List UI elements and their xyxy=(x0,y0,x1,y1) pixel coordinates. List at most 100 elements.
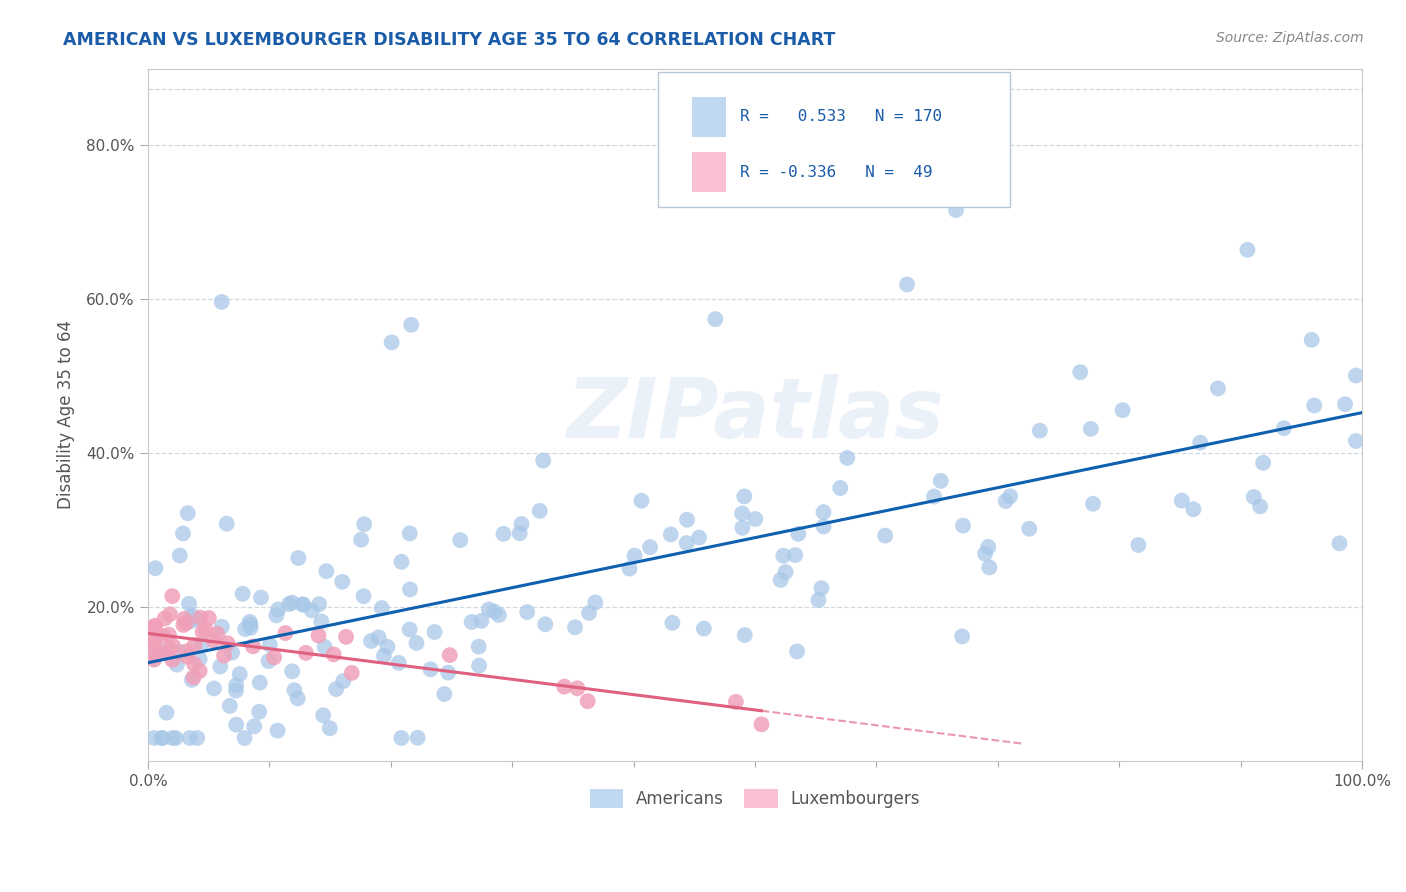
Point xyxy=(174,616,197,631)
Point xyxy=(292,598,315,612)
Point xyxy=(1111,403,1133,417)
Point xyxy=(576,694,599,708)
Point xyxy=(733,490,755,504)
Point xyxy=(398,623,420,637)
Point xyxy=(162,731,184,745)
Point xyxy=(157,628,180,642)
Point xyxy=(638,540,661,554)
Point xyxy=(202,633,225,648)
Point xyxy=(529,504,551,518)
Point xyxy=(143,620,166,634)
Point xyxy=(488,608,510,623)
Point xyxy=(807,593,830,607)
Point xyxy=(225,717,247,731)
Point xyxy=(211,620,233,634)
Point xyxy=(353,517,375,532)
Text: AMERICAN VS LUXEMBOURGER DISABILITY AGE 35 TO 64 CORRELATION CHART: AMERICAN VS LUXEMBOURGER DISABILITY AGE … xyxy=(63,31,835,49)
Point xyxy=(325,682,347,697)
Point xyxy=(398,526,420,541)
Point xyxy=(751,717,773,731)
Point xyxy=(257,654,280,668)
Point xyxy=(367,631,389,645)
Point xyxy=(221,646,243,660)
Point xyxy=(1251,456,1274,470)
Point xyxy=(405,636,427,650)
Point xyxy=(143,622,166,636)
Point xyxy=(287,691,309,706)
Point xyxy=(391,555,413,569)
Point xyxy=(228,667,250,681)
Point xyxy=(1018,522,1040,536)
Point xyxy=(583,595,606,609)
Point xyxy=(1236,243,1258,257)
Point xyxy=(177,597,200,611)
Point xyxy=(152,629,174,643)
Point xyxy=(704,312,727,326)
Point xyxy=(165,731,187,745)
Point xyxy=(155,706,177,720)
Point xyxy=(225,683,247,698)
Point xyxy=(172,618,194,632)
Point xyxy=(1128,538,1150,552)
Point xyxy=(308,628,330,642)
Point xyxy=(239,621,262,635)
Point xyxy=(1334,397,1357,411)
Point xyxy=(381,335,404,350)
Point xyxy=(350,533,373,547)
Point xyxy=(744,512,766,526)
Point xyxy=(439,648,461,662)
Point xyxy=(176,649,198,664)
Point xyxy=(247,705,270,719)
Point xyxy=(623,549,645,563)
Point xyxy=(143,646,166,660)
Point xyxy=(145,561,167,575)
Point xyxy=(388,656,411,670)
Point xyxy=(169,549,191,563)
Point xyxy=(315,564,337,578)
Point xyxy=(630,493,652,508)
FancyBboxPatch shape xyxy=(692,97,725,137)
Point xyxy=(449,533,471,548)
Point xyxy=(212,648,235,663)
Point xyxy=(209,659,232,673)
Point xyxy=(830,481,852,495)
Point xyxy=(233,622,256,636)
Point xyxy=(810,581,832,595)
Point xyxy=(974,547,997,561)
Point xyxy=(1171,493,1194,508)
Point xyxy=(180,608,202,623)
Point xyxy=(619,561,641,575)
Point xyxy=(837,450,859,465)
Point xyxy=(787,527,810,541)
Point xyxy=(287,551,309,566)
Point xyxy=(217,636,239,650)
Point xyxy=(243,719,266,733)
Point xyxy=(153,644,176,658)
Point xyxy=(389,731,412,745)
Point xyxy=(399,582,422,597)
Point xyxy=(875,528,897,542)
Point xyxy=(239,615,262,629)
Point xyxy=(460,615,482,629)
Point xyxy=(1249,500,1271,514)
Point xyxy=(929,474,952,488)
Point xyxy=(433,687,456,701)
Point xyxy=(186,731,208,745)
Point xyxy=(188,610,211,624)
Point xyxy=(162,639,184,653)
Point xyxy=(406,731,429,745)
Point xyxy=(534,617,557,632)
Point xyxy=(176,644,198,658)
Text: R = -0.336   N =  49: R = -0.336 N = 49 xyxy=(741,165,934,180)
Point xyxy=(813,519,835,533)
Point xyxy=(180,673,202,687)
Point xyxy=(183,657,205,671)
Point xyxy=(143,623,166,637)
Point xyxy=(179,615,201,629)
Point xyxy=(143,632,166,646)
Point xyxy=(274,626,297,640)
FancyBboxPatch shape xyxy=(692,153,725,193)
Point xyxy=(266,608,288,623)
Point xyxy=(945,203,967,218)
Text: ZIPatlas: ZIPatlas xyxy=(567,375,943,455)
